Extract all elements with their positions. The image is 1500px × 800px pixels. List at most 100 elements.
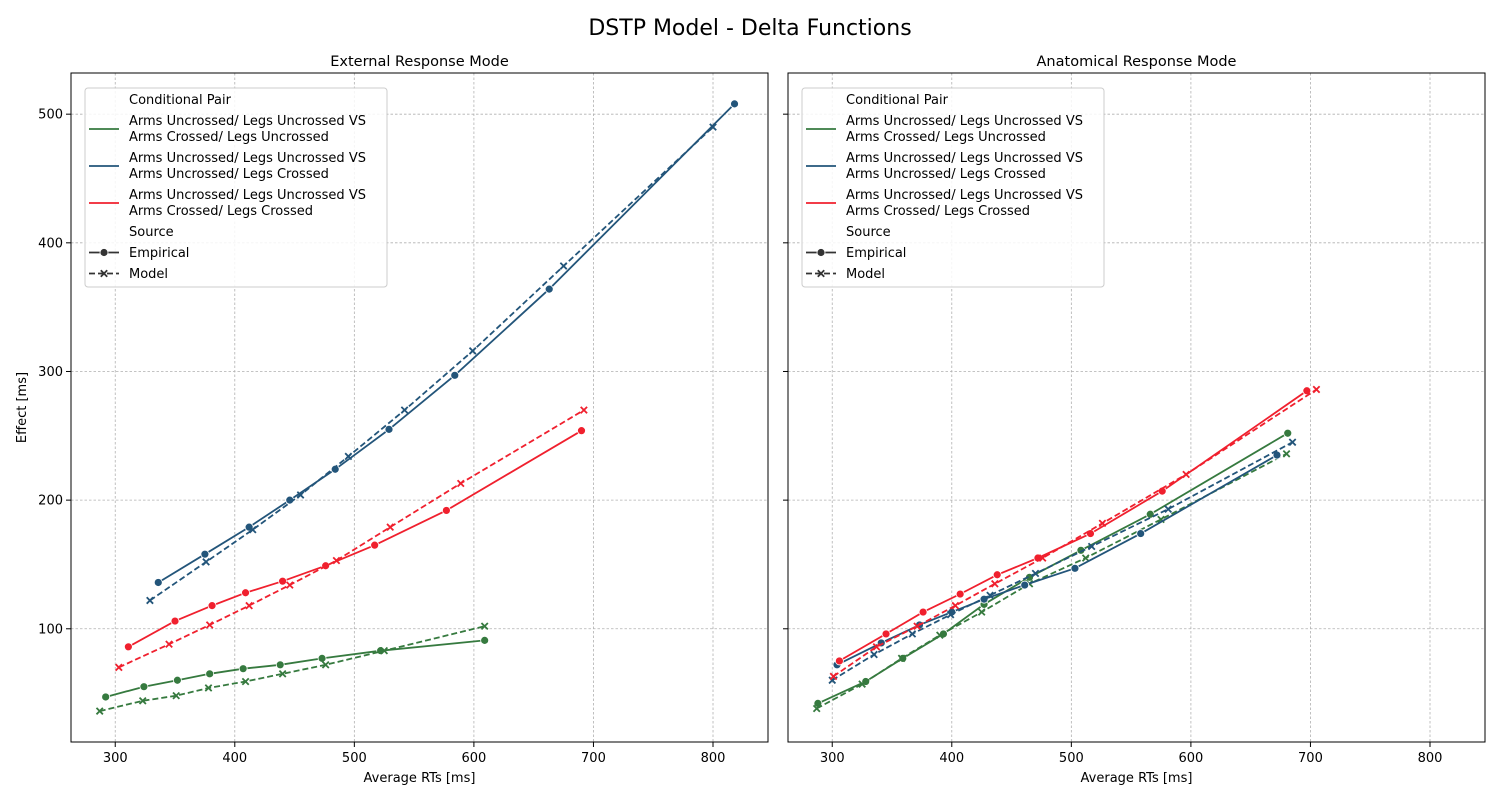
panel-external-response-mode: 300 400 500 600 700 800 100 200 300 400 500 Externa… <box>15 54 769 786</box>
data-point-empirical <box>1020 580 1030 590</box>
data-point-model <box>468 347 477 355</box>
data-point-model <box>897 654 906 663</box>
x-tick-label: 300 <box>820 751 845 766</box>
data-point-model <box>1312 385 1321 394</box>
data-point-empirical <box>918 607 928 617</box>
series-line-empirical <box>127 429 582 648</box>
data-point-empirical <box>205 669 215 679</box>
y-tick-label: 100 <box>38 622 63 637</box>
data-point-model <box>1031 569 1040 578</box>
data-point-model <box>138 696 147 705</box>
data-point-empirical <box>170 616 180 626</box>
series-line-model <box>831 441 1293 681</box>
legend-source-marker <box>100 269 108 278</box>
legend-pair-header: Conditional Pair <box>129 93 232 108</box>
data-point-model <box>1081 554 1090 562</box>
data-point-model <box>946 610 955 619</box>
panel-title: Anatomical Response Mode <box>1037 54 1237 70</box>
data-point-empirical <box>881 629 891 639</box>
data-point-empirical <box>835 656 844 666</box>
data-point-empirical <box>1136 529 1146 538</box>
legend-item-label: Arms Uncrossed/ Legs Crossed <box>129 167 329 182</box>
data-point-empirical <box>450 370 460 380</box>
data-point-model <box>248 525 257 534</box>
data-point-model <box>986 591 994 600</box>
data-point-model <box>908 630 917 638</box>
data-point-empirical <box>330 464 340 474</box>
data-point-model <box>858 680 866 688</box>
data-point-model <box>1098 519 1107 528</box>
data-point-empirical <box>123 642 133 652</box>
legend-box <box>801 87 1105 288</box>
series-line-empirical <box>817 432 1289 705</box>
series-line-model <box>832 388 1317 678</box>
data-point-model <box>1288 438 1297 447</box>
x-axis-label: Average RTs [ms] <box>364 771 476 786</box>
data-point-empirical <box>101 692 111 702</box>
x-tick-label: 700 <box>1298 751 1323 766</box>
x-tick-label: 500 <box>1059 751 1084 766</box>
x-tick-label: 400 <box>222 751 247 766</box>
data-point-model <box>202 558 210 566</box>
data-point-model <box>245 601 253 610</box>
data-point-empirical <box>278 576 288 586</box>
legend-source-header: Source <box>846 225 891 240</box>
y-axis-label: Effect [ms] <box>15 372 30 443</box>
legend-source-label: Model <box>129 267 168 282</box>
legend-item-label: Arms Uncrossed/ Legs Uncrossed VS <box>846 151 1083 166</box>
data-point-model <box>278 669 287 678</box>
series-line-empirical <box>105 639 485 698</box>
data-point-model <box>205 621 214 629</box>
axes-frame <box>70 72 769 743</box>
legend-source-label: Empirical <box>846 246 906 261</box>
data-point-model <box>935 631 944 640</box>
data-point-empirical <box>241 588 250 598</box>
data-point-model <box>480 622 489 631</box>
data-point-empirical <box>480 635 490 645</box>
panel-title: External Response Mode <box>330 54 509 70</box>
axes-frame <box>787 72 1486 743</box>
data-point-empirical <box>992 570 1002 580</box>
data-point-model <box>913 622 921 631</box>
data-point-model <box>990 579 999 588</box>
legend-item-label: Arms Uncrossed/ Legs Crossed <box>846 167 1046 182</box>
legend-source-marker <box>99 248 109 257</box>
x-tick-label: 300 <box>103 751 128 766</box>
data-point-empirical <box>441 506 451 515</box>
series-line-model <box>816 453 1287 710</box>
data-point-empirical <box>370 540 380 550</box>
data-point-model <box>400 406 409 414</box>
legend-item-label: Arms Uncrossed/ Legs Uncrossed VS <box>129 188 366 203</box>
data-point-model <box>1182 470 1190 479</box>
x-tick-label: 600 <box>1178 751 1203 766</box>
figure-title: DSTP Model - Delta Functions <box>588 16 911 41</box>
legend-item-label: Arms Uncrossed/ Legs Uncrossed VS <box>129 151 366 166</box>
data-point-empirical <box>139 682 149 692</box>
legend-box <box>84 87 388 288</box>
legend-item-label: Arms Crossed/ Legs Uncrossed <box>129 130 329 145</box>
x-axis-label: Average RTs [ms] <box>1081 771 1193 786</box>
y-tick-label: 400 <box>38 236 63 251</box>
x-tick-label: 500 <box>342 751 367 766</box>
panel-anatomical-response-mode: 300 400 500 600 700 800 Anatomical Response Mo… <box>783 54 1486 786</box>
data-point-empirical <box>153 578 163 587</box>
series-line-model <box>99 625 485 712</box>
data-point-empirical <box>1283 428 1293 438</box>
data-point-model <box>829 672 838 681</box>
x-tick-label: 700 <box>581 751 606 766</box>
y-tick-label: 500 <box>38 108 63 123</box>
data-point-empirical <box>955 589 965 599</box>
legend-source-marker <box>817 269 825 278</box>
data-point-empirical <box>317 653 327 663</box>
legend-item-label: Arms Uncrossed/ Legs Uncrossed VS <box>846 114 1083 129</box>
data-point-model <box>951 601 960 610</box>
data-point-model <box>580 406 588 414</box>
legend-source-header: Source <box>129 225 174 240</box>
legend-source-marker <box>816 248 826 257</box>
data-point-model <box>344 452 353 461</box>
data-point-empirical <box>1070 563 1080 573</box>
data-point-model <box>95 707 104 715</box>
legend-item-label: Arms Uncrossed/ Legs Uncrossed VS <box>846 188 1083 203</box>
legend: Conditional Pair Arms Uncrossed/ Legs Unc… <box>84 87 388 288</box>
data-point-model <box>386 523 395 531</box>
